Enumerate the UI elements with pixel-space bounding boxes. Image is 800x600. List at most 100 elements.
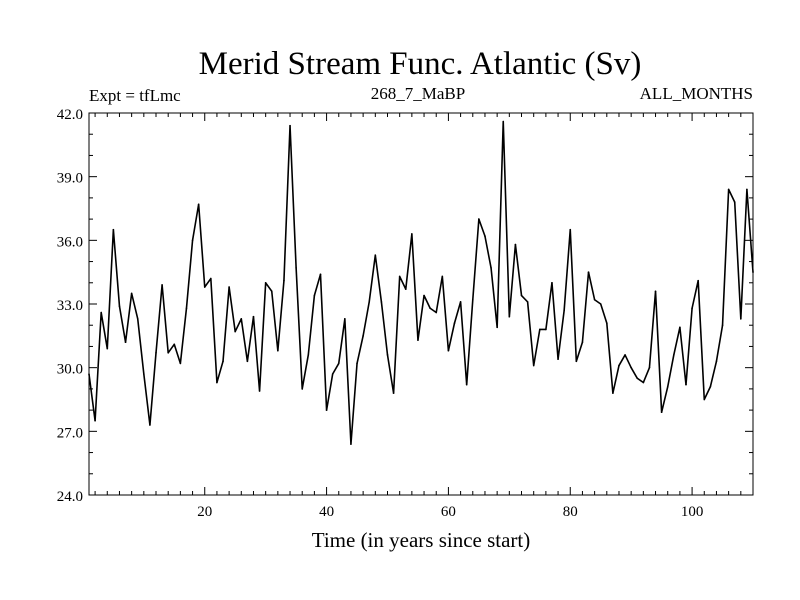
y-tick-label: 27.0 bbox=[57, 425, 83, 441]
data-point bbox=[173, 343, 176, 346]
data-point bbox=[124, 341, 127, 344]
data-point bbox=[228, 286, 230, 288]
data-point bbox=[618, 364, 620, 367]
data-point bbox=[344, 318, 346, 320]
data-point bbox=[307, 354, 310, 356]
x-axis-label: Time (in years since start) bbox=[312, 528, 531, 552]
series-layer bbox=[88, 120, 754, 445]
data-point bbox=[210, 277, 212, 280]
data-point bbox=[94, 419, 96, 422]
data-point bbox=[234, 330, 236, 333]
data-point bbox=[575, 360, 578, 363]
data-point bbox=[660, 411, 663, 414]
data-point bbox=[283, 279, 285, 282]
data-point bbox=[112, 228, 115, 231]
data-point bbox=[270, 290, 273, 293]
data-point bbox=[356, 362, 358, 365]
data-point bbox=[264, 281, 267, 284]
data-point bbox=[106, 347, 109, 350]
data-point bbox=[563, 309, 565, 312]
y-axis: 24.0 27.0 30.0 33.0 36.0 39.0 42.0 bbox=[57, 107, 753, 505]
data-point bbox=[319, 273, 322, 276]
data-point bbox=[545, 328, 547, 331]
data-point bbox=[630, 366, 632, 369]
data-point bbox=[88, 373, 90, 375]
data-point bbox=[246, 360, 249, 363]
data-point bbox=[569, 228, 572, 231]
plot-frame bbox=[88, 112, 754, 496]
data-point bbox=[746, 188, 748, 191]
data-point bbox=[587, 271, 590, 273]
data-point bbox=[197, 203, 200, 206]
data-point bbox=[362, 335, 364, 337]
data-point bbox=[740, 318, 742, 320]
data-point bbox=[404, 288, 407, 290]
data-point bbox=[490, 267, 492, 269]
data-point bbox=[301, 388, 304, 390]
data-point bbox=[167, 352, 169, 354]
data-point bbox=[258, 390, 261, 392]
data-point bbox=[520, 294, 523, 297]
x-tick-label: 20 bbox=[197, 504, 212, 520]
data-point bbox=[136, 318, 139, 320]
data-point bbox=[733, 201, 736, 203]
data-point bbox=[380, 301, 383, 303]
x-tick-label: 100 bbox=[681, 504, 704, 520]
data-point bbox=[295, 267, 297, 269]
data-point bbox=[697, 279, 699, 282]
data-point bbox=[532, 364, 535, 367]
data-point bbox=[161, 284, 163, 286]
data-point bbox=[130, 292, 133, 295]
data-point bbox=[636, 377, 639, 380]
data-point bbox=[313, 294, 316, 297]
data-point bbox=[752, 271, 754, 273]
data-point bbox=[392, 392, 395, 394]
x-tick-label: 80 bbox=[563, 504, 578, 520]
y-tick-label: 42.0 bbox=[57, 107, 83, 123]
data-point bbox=[599, 303, 602, 305]
data-point bbox=[538, 328, 541, 331]
data-point bbox=[715, 360, 718, 363]
data-point bbox=[240, 318, 243, 320]
data-point bbox=[179, 362, 182, 365]
data-point bbox=[727, 188, 730, 191]
data-point bbox=[350, 443, 352, 445]
data-point bbox=[374, 254, 377, 256]
data-point bbox=[277, 349, 279, 352]
data-point bbox=[673, 354, 675, 356]
data-point bbox=[459, 301, 462, 303]
data-point bbox=[709, 385, 712, 388]
data-point bbox=[666, 385, 669, 388]
data-point bbox=[691, 307, 693, 310]
data-point bbox=[551, 281, 553, 284]
series-line bbox=[88, 120, 754, 445]
data-point bbox=[703, 398, 706, 401]
data-point bbox=[149, 424, 151, 426]
data-point bbox=[685, 383, 687, 386]
data-point bbox=[386, 354, 389, 356]
data-point bbox=[417, 339, 419, 341]
y-tick-label: 33.0 bbox=[57, 298, 83, 314]
data-point bbox=[191, 239, 194, 242]
data-point bbox=[484, 235, 486, 237]
data-point bbox=[216, 381, 218, 384]
data-point bbox=[465, 383, 468, 386]
data-point bbox=[557, 358, 559, 360]
data-point bbox=[331, 373, 334, 375]
data-point bbox=[624, 354, 626, 356]
x-axis: 20 40 60 80 100 bbox=[94, 113, 742, 520]
y-tick-label: 39.0 bbox=[57, 171, 83, 187]
data-point bbox=[325, 409, 328, 411]
y-tick-label: 36.0 bbox=[57, 234, 83, 250]
data-point bbox=[252, 315, 255, 318]
data-point bbox=[447, 349, 450, 352]
experiment-label: Expt = tfLmc bbox=[89, 86, 181, 105]
data-point bbox=[441, 275, 444, 278]
dataset-label: 268_7_MaBP bbox=[371, 84, 465, 103]
data-point bbox=[118, 305, 121, 307]
months-label: ALL_MONTHS bbox=[640, 84, 753, 103]
data-point bbox=[496, 326, 498, 329]
data-point bbox=[593, 298, 596, 301]
chart-title: Merid Stream Func. Atlantic (Sv) bbox=[199, 46, 642, 82]
